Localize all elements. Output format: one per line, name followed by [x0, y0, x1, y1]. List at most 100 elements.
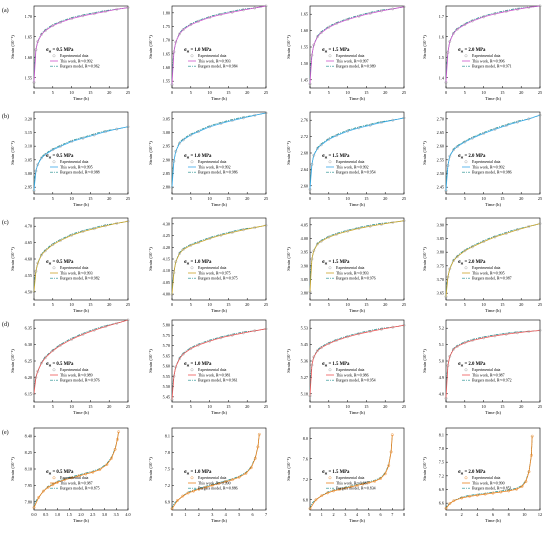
- experimental-point: [527, 225, 531, 228]
- legend-marker-experimental: [190, 368, 194, 372]
- plot-frame: [309, 5, 405, 89]
- legend-entry: Burgers model, R²=0.976: [60, 379, 100, 384]
- x-tick-label: 4: [225, 512, 228, 517]
- legend-entry: Burgers model, R²=0.962: [60, 65, 100, 70]
- experimental-point: [104, 325, 107, 328]
- experimental-point: [204, 485, 208, 489]
- legend-entry: Experimental data: [472, 476, 501, 480]
- experimental-point: [312, 153, 316, 157]
- experimental-point: [389, 450, 393, 454]
- x-tick-label: 25: [264, 90, 268, 95]
- legend-entry: This work, R²=0.981: [198, 373, 231, 378]
- experimental-point: [470, 19, 474, 23]
- experimental-point: [482, 15, 485, 19]
- row-label: (b): [2, 113, 9, 120]
- burgers-model-line: [309, 220, 405, 292]
- experimental-point: [178, 32, 181, 36]
- experimental-point: [446, 164, 450, 168]
- experimental-point: [524, 480, 528, 483]
- x-tick-label: 5: [328, 90, 330, 95]
- experimental-point: [538, 222, 542, 226]
- x-tick-label: 1.5: [67, 512, 72, 517]
- experimental-point: [516, 120, 519, 124]
- legend-marker-experimental: [328, 160, 332, 164]
- experimental-point: [170, 507, 174, 511]
- experimental-point: [391, 220, 395, 224]
- y-tick-label: 4.50: [25, 289, 32, 294]
- burgers-model-line: [171, 225, 267, 295]
- experimental-point: [43, 249, 47, 253]
- experimental-point: [117, 430, 121, 434]
- experimental-point: [224, 480, 228, 483]
- experimental-point: [463, 249, 467, 253]
- x-tick-label: 0: [171, 90, 173, 95]
- this-work-line: [309, 6, 405, 84]
- y-tick-label: 5.60: [163, 364, 170, 369]
- plot-frame: [309, 319, 405, 403]
- legend-entry: Experimental data: [336, 368, 365, 372]
- experimental-point: [527, 117, 531, 121]
- experimental-point: [40, 361, 43, 365]
- experimental-point: [219, 336, 223, 340]
- burgers-model-line: [445, 5, 541, 83]
- x-tick-label: 25: [126, 196, 130, 201]
- x-tick-label: 2: [332, 512, 334, 517]
- experimental-point: [349, 485, 353, 489]
- x-axis-label: Time (h): [73, 308, 90, 313]
- x-tick-label: 20: [519, 196, 523, 201]
- y-tick-label: 1.60: [301, 28, 308, 33]
- legend-entry: This work, R²=0.987: [60, 481, 93, 486]
- this-work-line: [33, 126, 129, 191]
- experimental-point: [196, 130, 200, 134]
- y-tick-label: 5.18: [301, 391, 308, 396]
- x-tick-label: 20: [519, 404, 523, 409]
- legend-entry: Experimental data: [198, 54, 227, 58]
- experimental-point: [208, 16, 212, 19]
- x-tick-label: 0: [33, 302, 35, 307]
- experimental-point: [483, 492, 487, 496]
- legend-marker-experimental: [52, 54, 56, 58]
- legend-entry: Burgers model, R²=0.982: [60, 277, 100, 282]
- y-tick-label: 4.65: [25, 240, 32, 245]
- legend-entry: Experimental data: [60, 266, 89, 270]
- experimental-point: [70, 140, 74, 143]
- y-tick-label: 6.30: [25, 342, 32, 347]
- experimental-point: [126, 318, 130, 322]
- legend-entry: Burgers model, R²=0.986: [198, 171, 238, 176]
- x-tick-label: 10: [482, 302, 486, 307]
- experimental-point: [373, 479, 376, 483]
- experimental-point: [334, 232, 338, 236]
- x-tick-label: 15: [500, 404, 504, 409]
- experimental-point: [32, 189, 36, 193]
- this-work-line: [309, 434, 393, 509]
- experimental-point: [312, 43, 316, 47]
- y-tick-label: 1.50: [301, 61, 308, 66]
- y-tick-label: 5.2: [439, 326, 444, 331]
- experimental-point: [448, 154, 452, 158]
- experimental-point: [81, 332, 85, 336]
- x-tick-label: 4.0: [125, 512, 130, 517]
- y-tick-label: 5.80: [163, 323, 170, 328]
- legend-entry: This work, R²=0.992: [60, 59, 93, 64]
- panel-3-2: 0 5 10 15 20 25 5.18 5.27 5.36 5.45 5.53 Time (h) St…: [286, 319, 406, 415]
- y-tick-label: 3.75: [437, 263, 444, 268]
- this-work-line: [445, 330, 541, 399]
- experimental-point: [448, 501, 452, 505]
- experimental-point: [51, 483, 55, 487]
- y-tick-label: 6.15: [25, 391, 32, 396]
- x-axis-label: Time (h): [349, 518, 366, 523]
- experimental-point: [208, 237, 212, 240]
- experimental-point: [493, 235, 497, 239]
- experimental-point: [196, 343, 200, 347]
- experimental-point: [46, 485, 50, 489]
- experimental-point: [402, 5, 406, 9]
- experimental-point: [181, 494, 185, 498]
- experimental-point: [170, 398, 174, 402]
- x-tick-label: 15: [226, 90, 230, 95]
- experimental-point: [70, 233, 74, 237]
- legend-marker-experimental: [464, 368, 468, 372]
- experimental-point: [81, 14, 85, 18]
- x-tick-label: 1: [321, 512, 323, 517]
- experimental-point: [174, 260, 178, 264]
- x-axis-label: Time (h): [485, 202, 502, 207]
